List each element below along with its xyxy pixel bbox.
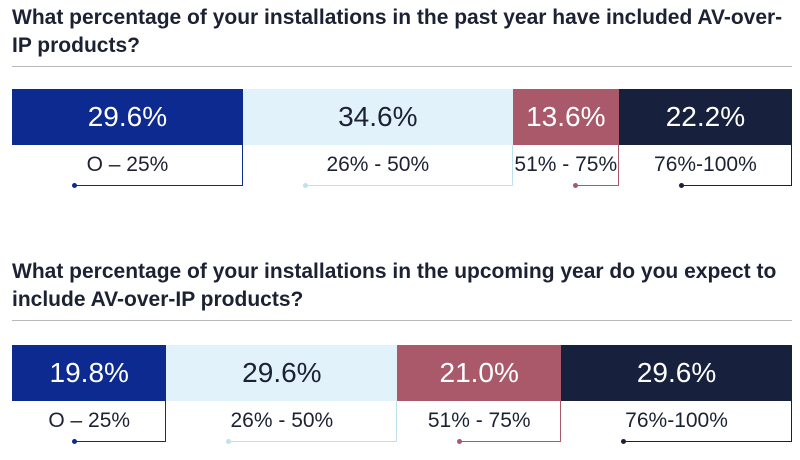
chart-2-label-underline-3 [459,441,562,442]
chart-1-segment-4: 22.2% [618,89,792,145]
chart-1-segment-3: 13.6% [512,89,619,145]
chart-1-label-dot-2 [302,183,308,188]
chart-2-label-bracket-1 [165,401,167,441]
chart-2-label-dot-1 [72,439,77,444]
chart-1-label-dot-1 [72,183,77,188]
chart-2-category-label-1: O – 25% [48,409,131,432]
chart-1-label-underline-3 [574,185,619,186]
chart-2-title: What percentage of your installations in… [12,260,777,311]
chart-1-label-underline-4 [680,185,792,186]
chart-2-stacked-bar: 19.8% 29.6% 21.0% 29.6% [12,345,792,401]
chart-2-label-bracket-2 [396,401,398,441]
chart-2-category-labels: O – 25% 26% - 50% 51% - 75% 76%-100% [12,401,792,447]
chart-2-label-bracket-3 [560,401,562,441]
chart-2-label-dot-2 [226,439,232,444]
chart-1-label-bracket-3 [617,145,619,185]
chart-2-label-underline-4 [623,441,792,442]
chart-1-label-underline-2 [304,185,513,186]
chart-1-label-bracket-1 [241,145,243,185]
chart-1-label-underline-1 [74,185,243,186]
chart-1-divider [12,66,792,67]
chart-2-category-label-3: 51% - 75% [427,409,531,432]
chart-2-segment-2: 29.6% [166,345,398,401]
chart-2-segment-3: 21.0% [397,345,562,401]
chart-1-label-dot-3 [572,183,578,188]
chart-1-label-bracket-2 [511,145,513,185]
chart-1-category-label-3: 51% - 75% [514,153,618,176]
chart-2-divider [12,320,792,321]
chart-1-category-labels: O – 25% 26% - 50% 51% - 75% 76%-100% [12,145,792,191]
chart-1-stacked-bar: 29.6% 34.6% 13.6% 22.2% [12,89,792,145]
chart-2-label-underline-1 [74,441,167,442]
chart-2-segment-4: 29.6% [561,345,792,401]
chart-2-label-bracket-4 [791,401,792,441]
chart-1-label-bracket-4 [791,145,792,185]
chart-2-label-underline-2 [228,441,398,442]
chart-2-category-label-2: 26% - 50% [230,409,334,432]
chart-1-segment-1: 29.6% [12,89,243,145]
chart-2-label-dot-3 [457,439,463,444]
chart-2-label-dot-4 [621,439,627,444]
chart-1-segment-2: 34.6% [242,89,513,145]
chart-2-segment-1: 19.8% [12,345,167,401]
chart-1-title: What percentage of your installations in… [12,6,783,57]
chart-1-category-label-1: O – 25% [86,153,169,176]
chart-1-label-dot-4 [678,183,684,188]
chart-1-category-label-4: 76%-100% [654,153,757,176]
chart-1-category-label-2: 26% - 50% [326,153,430,176]
chart-2-category-label-4: 76%-100% [625,409,728,432]
